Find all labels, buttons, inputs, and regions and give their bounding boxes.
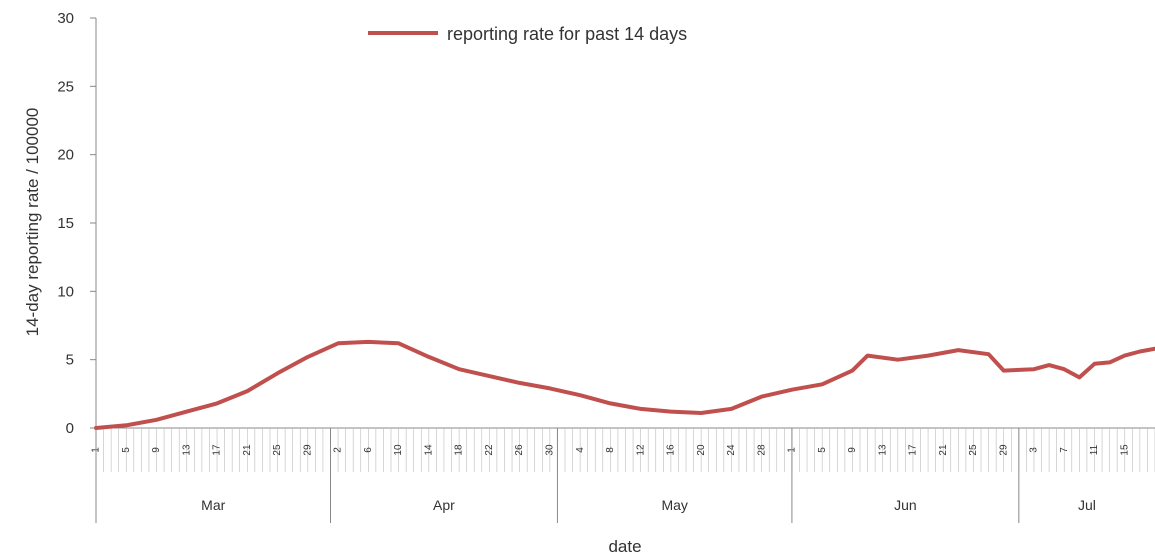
- x-tick-label: 2: [333, 447, 344, 453]
- x-tick-label: 25: [968, 444, 979, 456]
- x-tick-label: 13: [181, 444, 192, 456]
- y-axis-title: 14-day reporting rate / 100000: [23, 108, 42, 337]
- x-tick-label: 18: [454, 444, 465, 456]
- x-tick-label: 28: [756, 444, 767, 456]
- x-tick-label: 17: [908, 444, 919, 456]
- x-tick-label: 9: [847, 447, 858, 453]
- x-tick-label: 16: [666, 444, 677, 456]
- x-tick-label: 7: [1059, 447, 1070, 453]
- x-tick-label: 3: [1029, 447, 1040, 453]
- x-tick-label: 30: [544, 444, 555, 456]
- x-axis: 1591317212529261014182226304812162024281…: [91, 427, 1155, 523]
- x-tick-label: 9: [151, 447, 162, 453]
- y-tick-label: 30: [57, 10, 74, 27]
- x-tick-label: 20: [696, 444, 707, 456]
- x-tick-label: 17: [212, 444, 223, 456]
- plot-area: [94, 339, 1155, 430]
- x-tick-label: 15: [1119, 444, 1130, 456]
- x-tick-label: 11: [1089, 444, 1100, 455]
- x-axis-title: date: [608, 537, 641, 556]
- y-tick-label: 15: [57, 215, 74, 232]
- month-label: Mar: [201, 497, 225, 513]
- x-tick-label: 26: [514, 444, 525, 456]
- x-tick-label: 8: [605, 447, 616, 453]
- y-axis: 0 5 10 15 20 25 30: [57, 10, 97, 437]
- month-label: Jul: [1078, 497, 1096, 513]
- month-label: Jun: [894, 497, 917, 513]
- month-label: Apr: [433, 497, 455, 513]
- x-tick-label: 24: [726, 444, 737, 456]
- x-tick-label: 22: [484, 444, 495, 456]
- y-tick-label: 5: [66, 352, 74, 369]
- series-line: [94, 339, 1155, 430]
- x-tick-label: 4: [575, 447, 586, 453]
- y-tick-label: 10: [57, 283, 74, 300]
- x-tick-label: 5: [817, 447, 828, 453]
- month-label: May: [661, 497, 687, 513]
- y-tick-label: 20: [57, 147, 74, 164]
- legend-label: reporting rate for past 14 days: [447, 24, 687, 44]
- x-tick-label: 10: [393, 444, 404, 456]
- legend: reporting rate for past 14 days: [368, 24, 687, 44]
- x-tick-label: 12: [635, 444, 646, 456]
- x-tick-label: 6: [363, 447, 374, 453]
- y-tick-label: 0: [66, 420, 74, 437]
- y-tick-label: 25: [57, 78, 74, 95]
- x-tick-label: 14: [423, 444, 434, 456]
- x-tick-label: 25: [272, 444, 283, 456]
- x-tick-label: 21: [938, 444, 949, 456]
- x-tick-label: 5: [121, 447, 132, 453]
- x-tick-label: 29: [998, 444, 1009, 456]
- x-tick-label: 13: [877, 444, 888, 456]
- x-tick-label: 29: [302, 444, 313, 456]
- x-tick-label: 21: [242, 444, 253, 456]
